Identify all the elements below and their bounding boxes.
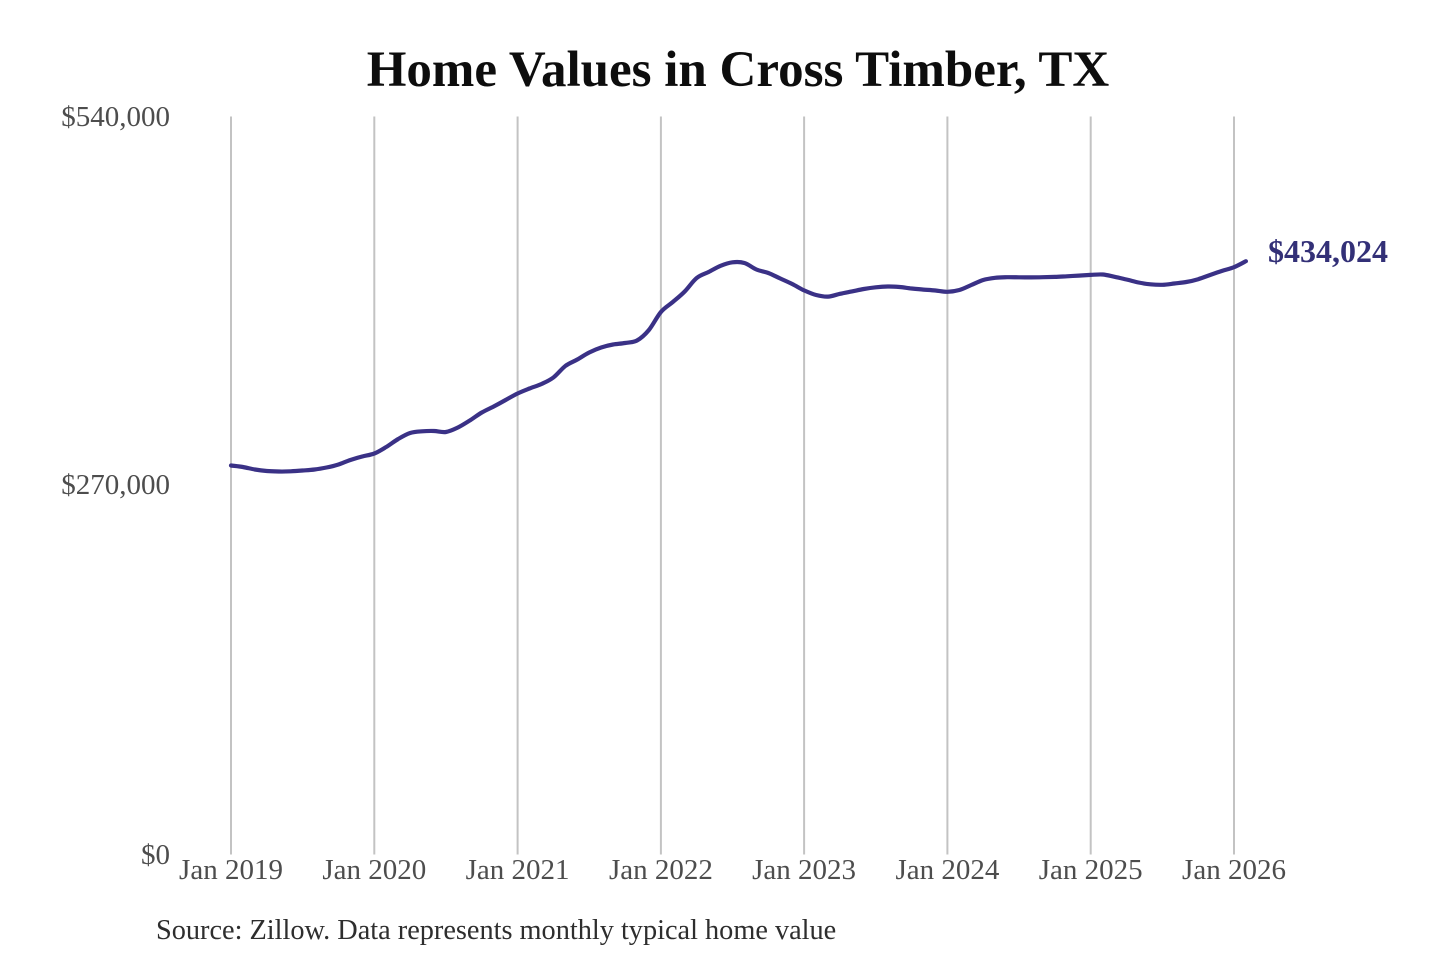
svg-text:$434,024: $434,024 [1268,233,1388,269]
svg-text:Jan 2022: Jan 2022 [609,854,713,886]
svg-text:Source: Zillow. Data represent: Source: Zillow. Data represents monthly … [156,915,836,946]
svg-text:Jan 2025: Jan 2025 [1039,854,1143,886]
svg-text:Jan 2024: Jan 2024 [895,854,999,886]
svg-text:Jan 2023: Jan 2023 [752,854,856,886]
svg-text:Jan 2019: Jan 2019 [179,854,283,886]
svg-text:Jan 2020: Jan 2020 [322,854,426,886]
svg-text:Jan 2021: Jan 2021 [466,854,570,886]
svg-text:$540,000: $540,000 [61,101,170,133]
svg-text:Home Values in Cross Timber, T: Home Values in Cross Timber, TX [367,42,1110,98]
svg-text:$0: $0 [141,839,170,871]
svg-text:$270,000: $270,000 [61,469,170,501]
svg-text:Jan 2026: Jan 2026 [1182,854,1286,886]
